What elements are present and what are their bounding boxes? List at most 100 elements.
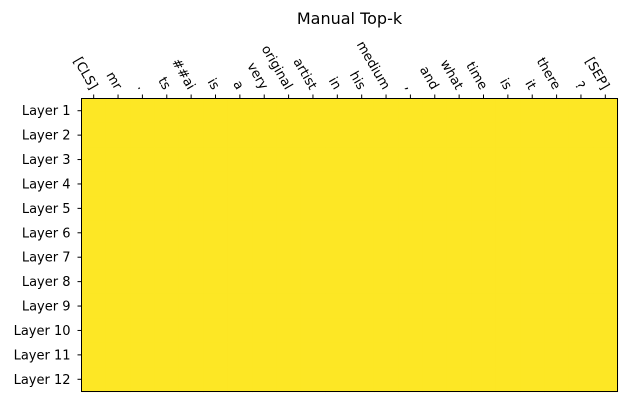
heatmap-cell — [422, 98, 448, 124]
heatmap-cell — [373, 342, 399, 368]
heatmap-cell — [544, 220, 570, 246]
heatmap-cell — [252, 318, 278, 344]
heatmap-cell — [105, 245, 131, 271]
heatmap-cell — [593, 220, 619, 246]
heatmap-cell — [252, 147, 278, 173]
heatmap-cell — [398, 342, 424, 368]
heatmap-cell — [398, 318, 424, 344]
heatmap-cell — [593, 269, 619, 295]
heatmap-cell — [471, 98, 497, 124]
heatmap-cell — [105, 171, 131, 197]
heatmap-cell — [105, 367, 131, 393]
heatmap-cell — [471, 318, 497, 344]
heatmap-cell — [446, 269, 472, 295]
heatmap-cell — [446, 245, 472, 271]
heatmap-cell — [252, 293, 278, 319]
heatmap-cell — [349, 245, 375, 271]
y-tick-label: Layer 10 — [14, 324, 71, 339]
heatmap-cell — [568, 342, 594, 368]
heatmap-cell — [252, 269, 278, 295]
heatmap-cell — [398, 122, 424, 148]
heatmap-cell — [276, 98, 302, 124]
heatmap-cell — [130, 269, 156, 295]
heatmap-cell — [398, 367, 424, 393]
heatmap-cell — [276, 245, 302, 271]
heatmap-cell — [178, 98, 204, 124]
heatmap-cell — [495, 245, 521, 271]
heatmap-cell — [593, 342, 619, 368]
heatmap-cell — [349, 367, 375, 393]
heatmap-cell — [325, 196, 351, 222]
heatmap-cell — [154, 269, 180, 295]
heatmap-cell — [227, 318, 253, 344]
heatmap-cell — [495, 342, 521, 368]
heatmap-cell — [81, 98, 107, 124]
x-tick-label: is — [496, 76, 514, 93]
heatmap-cell — [495, 220, 521, 246]
heatmap-cell — [252, 122, 278, 148]
heatmap-cell — [349, 293, 375, 319]
heatmap-cell — [81, 122, 107, 148]
heatmap-cell — [373, 147, 399, 173]
x-tick-label: it — [521, 77, 538, 92]
heatmap-cell — [154, 171, 180, 197]
heatmap-cell — [398, 196, 424, 222]
heatmap-cell — [471, 220, 497, 246]
heatmap-cell — [373, 220, 399, 246]
heatmap-cell — [276, 318, 302, 344]
x-tick-label: ? — [571, 79, 587, 92]
heatmap-cell — [593, 318, 619, 344]
heatmap-cell — [227, 342, 253, 368]
heatmap-cell — [398, 171, 424, 197]
heatmap-cell — [105, 220, 131, 246]
heatmap-cell — [520, 171, 546, 197]
heatmap-cell — [252, 245, 278, 271]
heatmap-cell — [300, 98, 326, 124]
heatmap-cell — [227, 293, 253, 319]
heatmap-cell — [568, 367, 594, 393]
heatmap-cell — [203, 318, 229, 344]
heatmap-cell — [398, 269, 424, 295]
heatmap-cell — [203, 147, 229, 173]
heatmap-cell — [349, 147, 375, 173]
heatmap-cell — [325, 269, 351, 295]
heatmap-cell — [227, 171, 253, 197]
heatmap-cell — [568, 245, 594, 271]
x-tick-label: in — [325, 75, 344, 93]
heatmap-cell — [81, 367, 107, 393]
heatmap-cell — [568, 220, 594, 246]
heatmap-cell — [568, 98, 594, 124]
heatmap-cell — [422, 245, 448, 271]
heatmap-cell — [178, 293, 204, 319]
x-tick-label: there — [533, 55, 563, 92]
heatmap-cell — [81, 293, 107, 319]
x-tick-label: time — [462, 60, 490, 93]
heatmap-cell — [398, 147, 424, 173]
heatmap-cell — [544, 171, 570, 197]
heatmap-cell — [252, 220, 278, 246]
heatmap-cell — [495, 171, 521, 197]
heatmap-cell — [471, 269, 497, 295]
heatmap-cell — [495, 196, 521, 222]
heatmap-cell — [520, 293, 546, 319]
heatmap-cell — [203, 245, 229, 271]
heatmap-cell — [593, 147, 619, 173]
heatmap-cell — [178, 245, 204, 271]
heatmap-cell — [105, 196, 131, 222]
y-tick-label: Layer 12 — [14, 373, 71, 388]
heatmap-cell — [227, 122, 253, 148]
heatmap-cell — [178, 367, 204, 393]
heatmap-cell — [349, 98, 375, 124]
heatmap-cell — [178, 122, 204, 148]
heatmap-cell — [252, 367, 278, 393]
heatmap-cell — [325, 171, 351, 197]
heatmap-cell — [81, 171, 107, 197]
heatmap-cell — [300, 293, 326, 319]
heatmap-cell — [373, 293, 399, 319]
x-tick-label: mr — [103, 69, 125, 93]
heatmap-cell — [373, 171, 399, 197]
heatmap-cell — [276, 367, 302, 393]
heatmap-cell — [593, 293, 619, 319]
heatmap-cell — [398, 245, 424, 271]
